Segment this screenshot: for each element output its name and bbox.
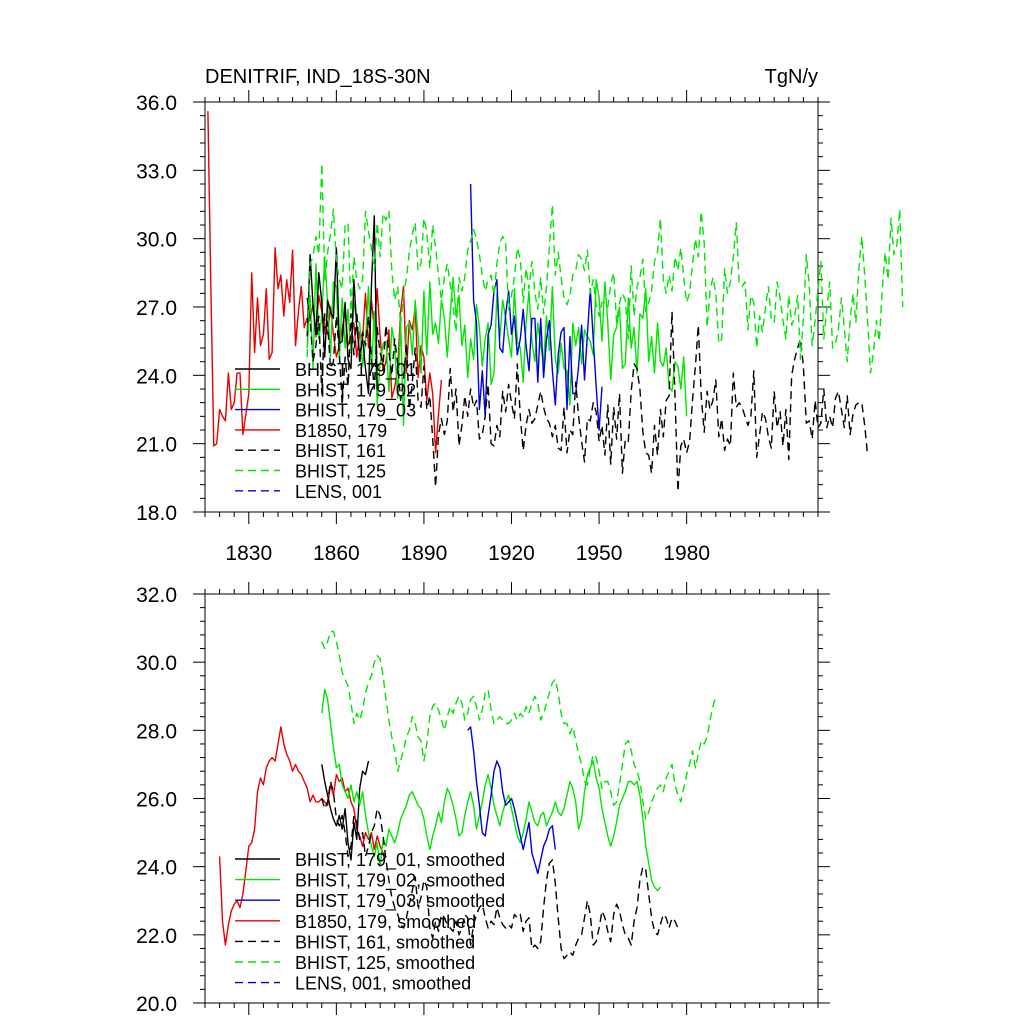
legend-label: BHIST, 179_02, smoothed [295,871,505,892]
y-tick-label: 22.0 [136,925,177,948]
series-line-green-solid [321,688,661,892]
series-line-green-dashed [306,162,904,374]
legend-label: BHIST, 125 [295,462,386,482]
bottom-panel: 20.0 22.0 24.0 26.0 28.0 30.0 32.0 BHIST, 179_0… [136,582,830,1016]
y-tick-label: 18.0 [136,502,177,525]
series-line-black-dashed [321,780,679,960]
series-line-green-dashed [321,630,717,820]
y-tick-label: 36.0 [136,92,177,115]
series-line-red-solid [207,111,443,454]
y-tick-label: 32.0 [136,584,177,607]
series-line-black-solid [306,215,378,395]
x-tick-label: 1830 [225,542,272,565]
y-tick-label: 27.0 [136,297,177,320]
y-tick-label: 21.0 [136,434,177,457]
series-line-blue-solid [467,726,556,875]
x-tick-label: 1890 [401,542,448,565]
legend-label: LENS, 001, smoothed [295,974,471,994]
x-tick-label: 1980 [663,542,710,565]
x-tick-label: 1920 [488,542,535,565]
series-line-blue-solid [469,183,603,431]
chart-title: DENITRIF, IND_18S-30N [205,66,431,88]
legend-label: BHIST, 179_03, smoothed [295,891,505,912]
y-tick-label: 24.0 [136,857,177,880]
legend-label: B1850, 179 [295,421,387,441]
y-tick-label: 28.0 [136,720,177,743]
legend-label: BHIST, 179_03 [295,401,416,422]
units-label: TgN/y [765,66,818,88]
series-line-black-dashed [306,297,869,493]
top-panel: 18.0 21.0 24.0 27.0 30.0 33.0 36.0 1830 1860 1890… [136,66,904,565]
legend-label: B1850, 179, smoothed [295,912,476,932]
y-tick-label: 24.0 [136,365,177,388]
legend-label: BHIST, 125, smoothed [295,953,475,973]
y-tick-label: 20.0 [136,993,177,1016]
y-tick-label: 30.0 [136,229,177,252]
series-line-black-solid [321,760,370,861]
legend-label: LENS, 001 [295,482,382,502]
legend-label: BHIST, 179_01 [295,360,416,381]
legend-label: BHIST, 179_01, smoothed [295,850,505,871]
legend-label: BHIST, 161, smoothed [295,932,475,952]
y-tick-label: 30.0 [136,652,177,675]
x-tick-label: 1950 [576,542,623,565]
y-tick-label: 26.0 [136,789,177,812]
y-tick-label: 33.0 [136,160,177,183]
legend-label: BHIST, 161 [295,441,386,461]
legend-label: BHIST, 179_02 [295,380,416,401]
x-tick-label: 1860 [313,542,360,565]
